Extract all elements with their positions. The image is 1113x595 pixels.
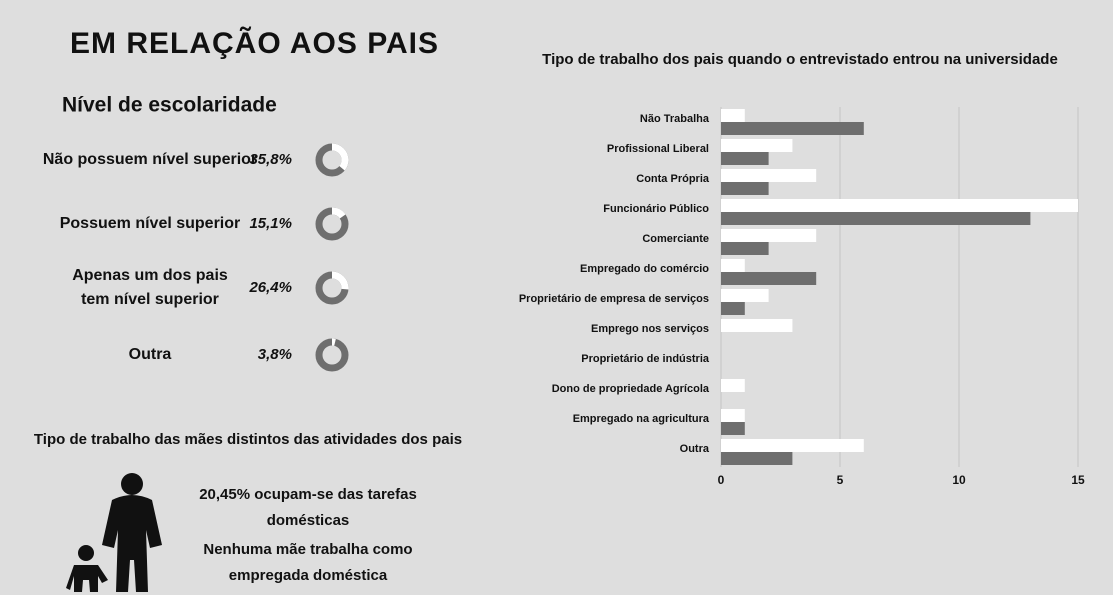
item-label: Apenas um dos pais xyxy=(72,267,228,284)
bar xyxy=(721,212,1031,225)
item-label: tem nível superior xyxy=(81,291,219,308)
x-tick-label: 15 xyxy=(1071,473,1085,487)
bar xyxy=(721,379,745,392)
bar xyxy=(721,242,769,255)
bar xyxy=(721,302,745,315)
family-icon xyxy=(66,473,162,592)
category-label: Comerciante xyxy=(642,233,709,245)
bar xyxy=(721,169,817,182)
bar xyxy=(721,452,793,465)
bar xyxy=(721,319,793,332)
category-label: Emprego nos serviços xyxy=(591,323,709,335)
x-tick-label: 5 xyxy=(837,473,844,487)
note-text: domésticas xyxy=(267,512,350,529)
category-label: Dono de propriedade Agrícola xyxy=(552,383,710,395)
category-label: Empregado na agricultura xyxy=(573,413,710,425)
bar xyxy=(721,272,817,285)
x-tick-label: 10 xyxy=(952,473,966,487)
category-label: Funcionário Público xyxy=(603,203,709,215)
category-label: Conta Própria xyxy=(636,173,710,185)
percent-label: 3,8% xyxy=(258,346,292,363)
donut-arc xyxy=(315,271,349,305)
note-text: empregada doméstica xyxy=(229,567,388,584)
section-title: Nível de escolaridade xyxy=(62,94,277,117)
category-label: Profissional Liberal xyxy=(607,143,709,155)
x-tick-label: 0 xyxy=(718,473,725,487)
percent-label: 35,8% xyxy=(249,151,292,168)
bar xyxy=(721,289,769,302)
category-label: Proprietário de empresa de serviços xyxy=(519,293,709,305)
bar xyxy=(721,439,864,452)
category-label: Outra xyxy=(680,443,710,455)
bar xyxy=(721,109,745,122)
category-label: Proprietário de indústria xyxy=(581,353,710,365)
bar xyxy=(721,422,745,435)
donut-arc xyxy=(315,338,349,372)
bar xyxy=(721,122,864,135)
note-text: 20,45% ocupam-se das tarefas xyxy=(199,486,417,503)
bar xyxy=(721,182,769,195)
percent-label: 15,1% xyxy=(249,215,292,232)
category-label: Empregado do comércio xyxy=(580,263,709,275)
section-title: Tipo de trabalho das mães distintos das … xyxy=(34,431,462,448)
item-label: Não possuem nível superior xyxy=(43,151,257,168)
bar xyxy=(721,229,817,242)
item-label: Outra xyxy=(129,346,172,363)
bar xyxy=(721,259,745,272)
item-label: Possuem nível superior xyxy=(60,215,241,232)
percent-label: 26,4% xyxy=(248,279,292,296)
note-text: Nenhuma mãe trabalha como xyxy=(203,541,412,558)
bar xyxy=(721,409,745,422)
bar xyxy=(721,199,1078,212)
chart-title: Tipo de trabalho dos pais quando o entre… xyxy=(542,51,1058,68)
page-title: EM RELAÇÃO AOS PAIS xyxy=(70,26,439,60)
bar xyxy=(721,152,769,165)
bar xyxy=(721,139,793,152)
category-label: Não Trabalha xyxy=(640,113,710,125)
donut-arc xyxy=(315,207,349,241)
donut-arc xyxy=(315,143,349,177)
